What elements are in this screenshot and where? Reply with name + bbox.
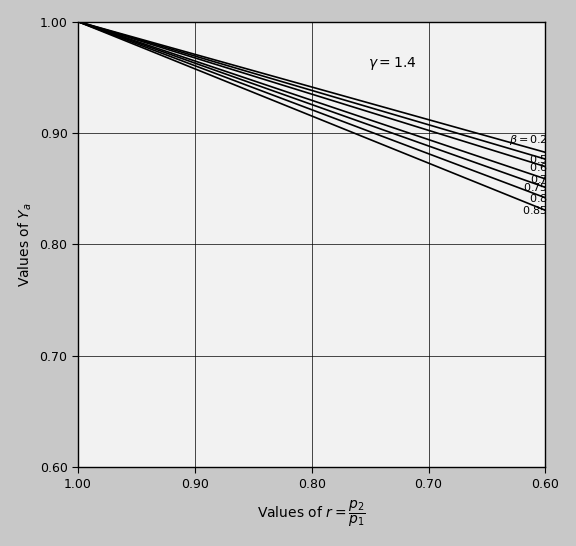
Text: $0.75$: $0.75$ [523,181,548,193]
Y-axis label: Values of $Y_a$: Values of $Y_a$ [17,202,34,287]
Text: $0.8$: $0.8$ [529,192,548,204]
Text: $0.5$: $0.5$ [529,153,548,165]
Text: $0.6$: $0.6$ [529,161,548,173]
Text: $0.85$: $0.85$ [522,204,548,216]
Text: $\beta = 0.2$: $\beta = 0.2$ [509,133,548,147]
X-axis label: Values of $r = \dfrac{p_2}{p_1}$: Values of $r = \dfrac{p_2}{p_1}$ [257,499,366,529]
Text: $0.7$: $0.7$ [530,173,548,185]
Text: $\gamma = 1.4$: $\gamma = 1.4$ [368,56,416,73]
